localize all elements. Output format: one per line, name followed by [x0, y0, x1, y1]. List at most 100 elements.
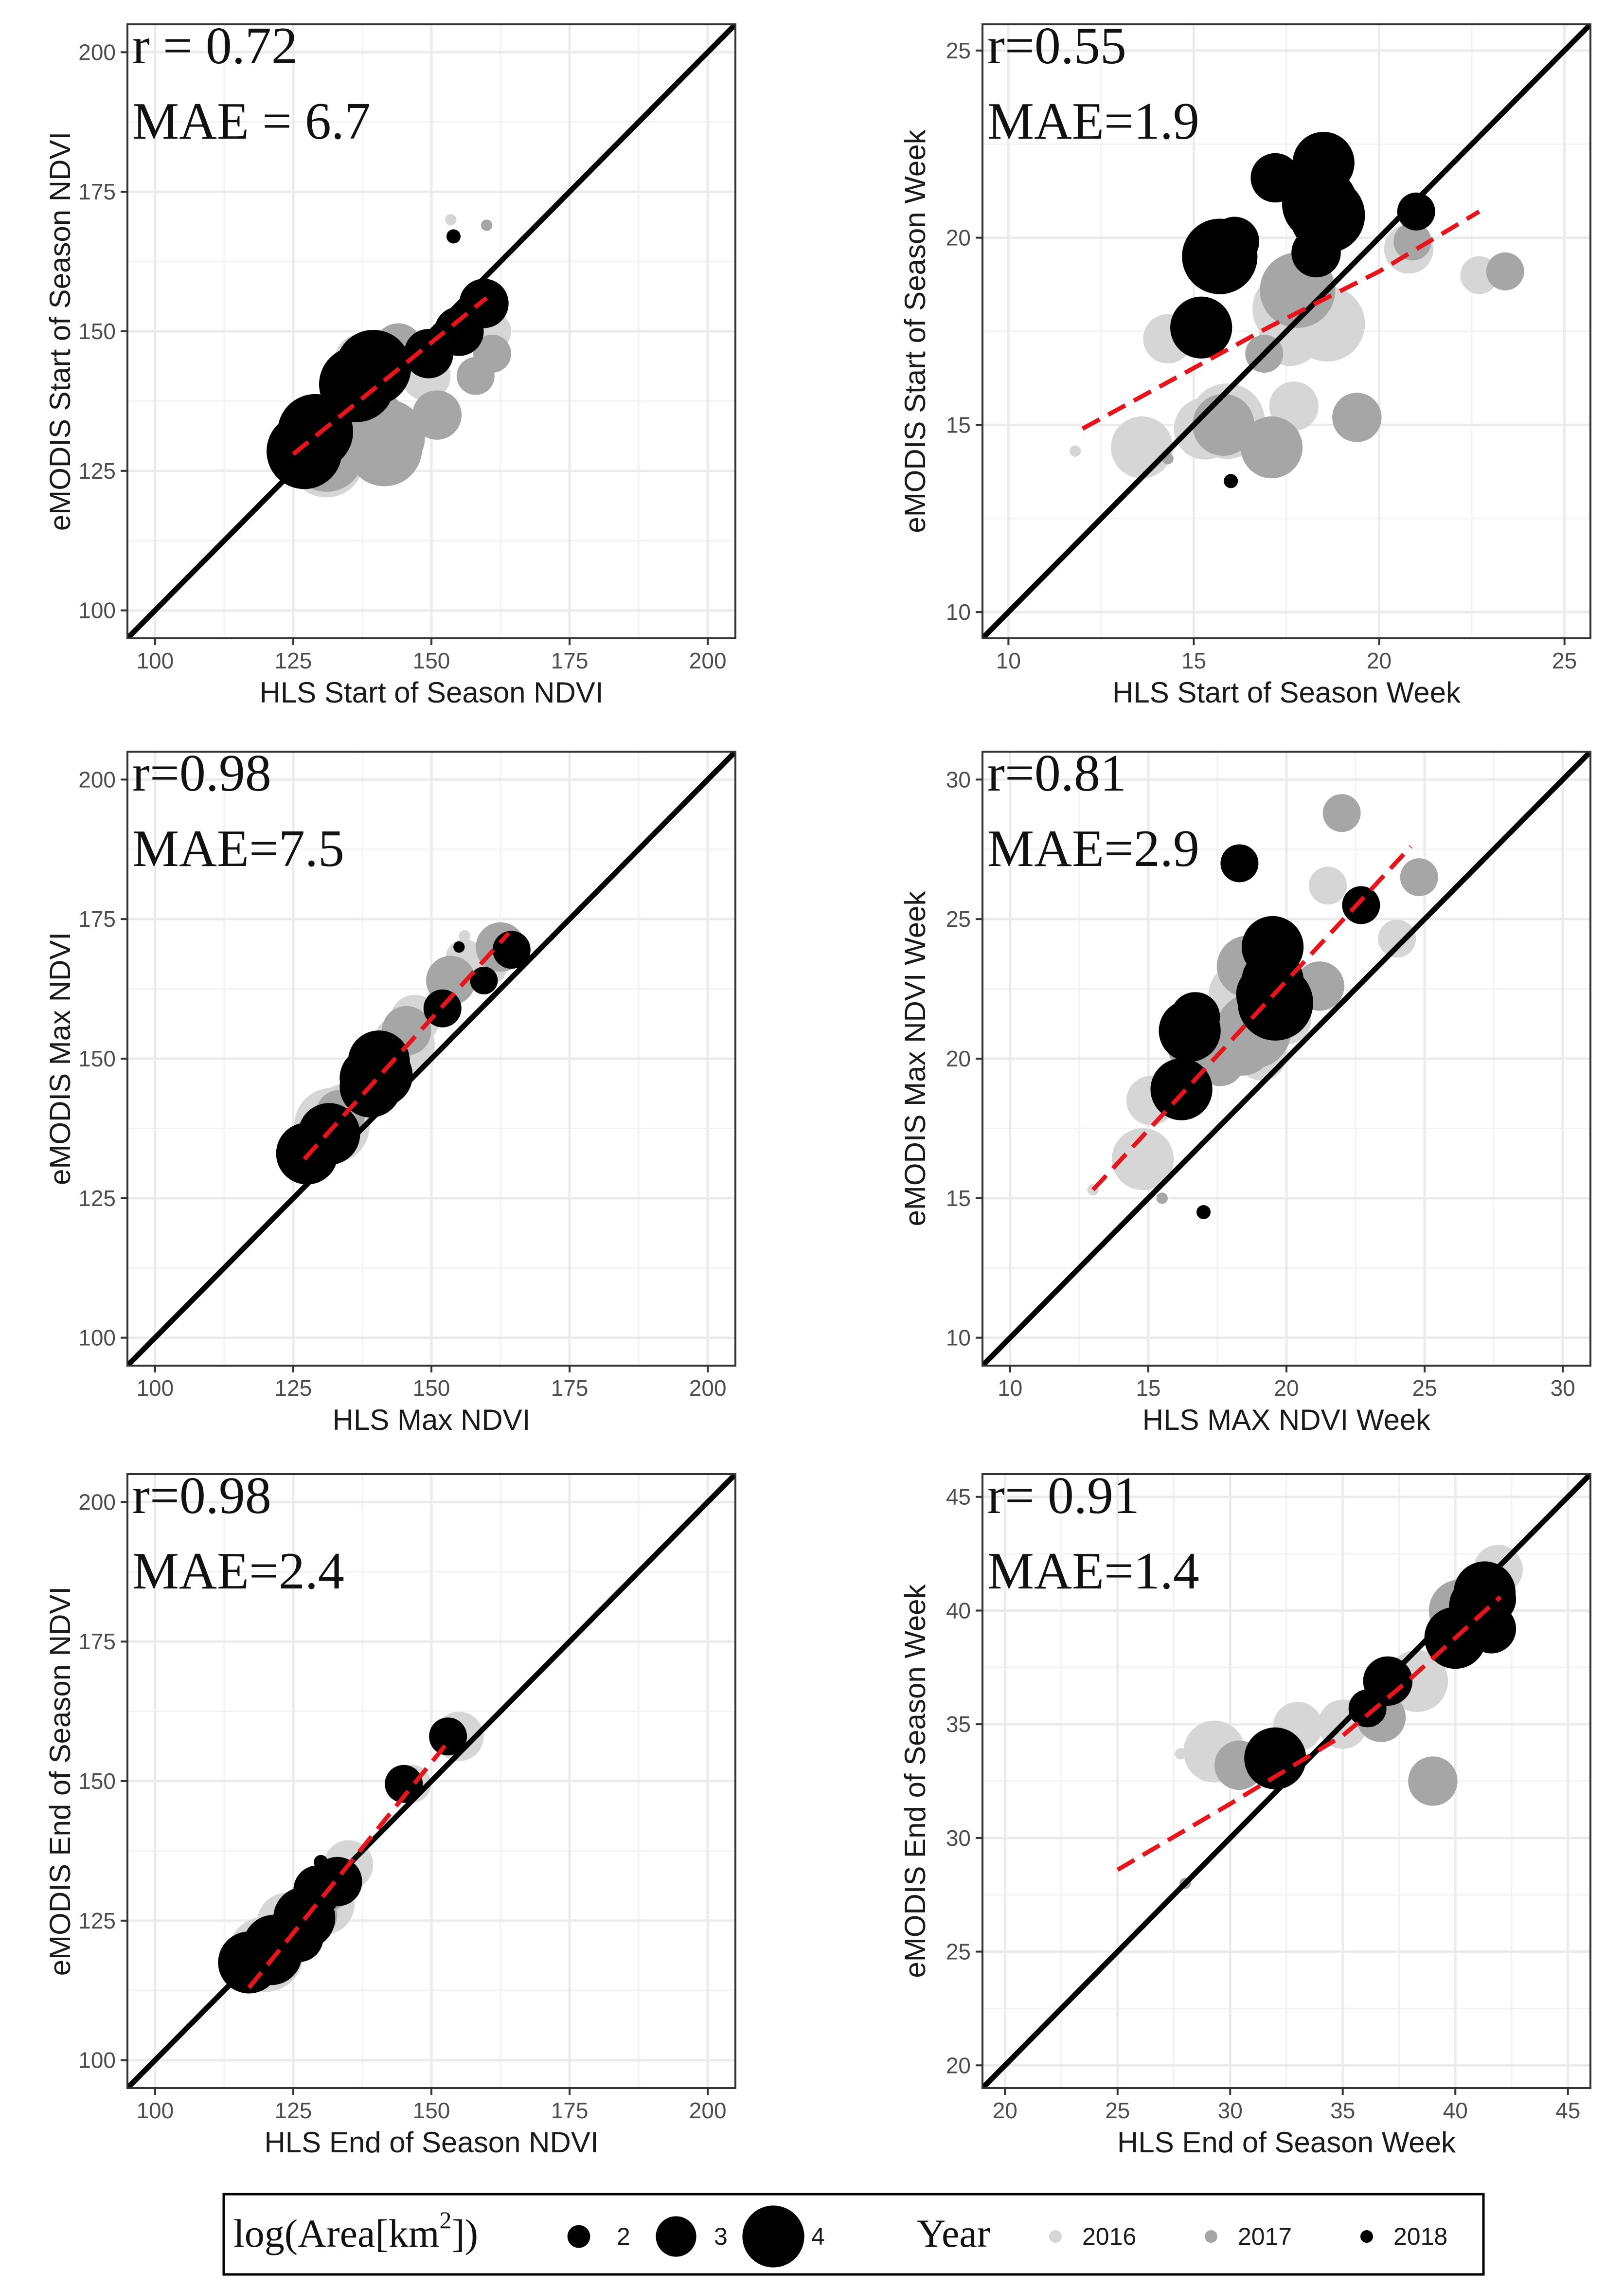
legend-size-label: 4: [811, 2223, 825, 2250]
data-point: [1332, 393, 1382, 442]
data-point: [1408, 1756, 1458, 1806]
scatter-panel-2: 10 15 20 25 10 15 20 25 HLS Start of Season Week…: [899, 17, 1591, 709]
data-point: [1159, 999, 1221, 1062]
stat-mae: MAE=2.4: [132, 1542, 344, 1600]
scatter-panel-6: 20 25 30 35 40 45 20 25 30 35 40 45 HLS End of Seaso…: [899, 1467, 1591, 2159]
data-point: [429, 1717, 467, 1756]
identity-line: [127, 24, 735, 638]
y-tick-label: 25: [946, 906, 971, 932]
x-tick-label: 100: [136, 648, 174, 673]
y-tick-label: 100: [78, 1325, 116, 1351]
legend-year-swatch: [1205, 2230, 1217, 2243]
x-tick-label: 100: [136, 1375, 174, 1401]
stat-r: r=0.55: [987, 17, 1126, 75]
x-tick-label: 150: [413, 1375, 450, 1401]
identity-line: [982, 1474, 1590, 2088]
y-tick-label: 200: [78, 767, 116, 792]
y-tick-label: 150: [78, 319, 116, 344]
x-tick-label: 150: [413, 648, 450, 673]
stat-mae: MAE=1.4: [987, 1542, 1199, 1600]
data-point: [1224, 474, 1238, 488]
legend-size-label: 3: [714, 2223, 728, 2250]
data-point: [1397, 192, 1435, 231]
x-tick-label: 200: [689, 1375, 727, 1401]
data-point: [1182, 218, 1258, 294]
legend-year-swatch: [1360, 2230, 1373, 2243]
legend-year-swatch: [1049, 2230, 1062, 2243]
data-point: [1237, 965, 1313, 1041]
data-point: [1111, 416, 1173, 479]
panel-border: [982, 1473, 1591, 2089]
y-tick-label: 30: [946, 767, 971, 792]
y-axis-title: eMODIS Start of Season NDVI: [44, 132, 76, 531]
data-point: [446, 229, 461, 244]
data-point: [1111, 1128, 1174, 1190]
x-tick-label: 20: [1367, 648, 1392, 673]
panel-border: [982, 23, 1591, 639]
data-point: [336, 329, 411, 406]
y-tick-label: 40: [946, 1598, 971, 1623]
x-axis-title: HLS Max NDVI: [333, 1404, 531, 1436]
x-tick-label: 15: [1181, 648, 1206, 673]
data-point: [314, 1855, 328, 1869]
data-point: [470, 966, 498, 994]
y-axis-title: eMODIS Max NDVI: [44, 932, 76, 1185]
x-tick-label: 25: [1552, 648, 1577, 673]
y-axis-title: eMODIS Start of Season Week: [899, 129, 931, 533]
data-point: [1400, 858, 1438, 897]
x-tick-label: 25: [1105, 2098, 1130, 2123]
y-tick-label: 200: [78, 39, 116, 65]
legend-size-label: 2: [617, 2223, 630, 2250]
stat-r: r=0.98: [132, 744, 271, 802]
data-point: [1378, 920, 1416, 958]
y-tick-label: 150: [78, 1768, 116, 1794]
legend-year-title: Year: [917, 2211, 990, 2255]
x-tick-label: 125: [275, 648, 312, 673]
y-tick-label: 20: [946, 1046, 971, 1071]
trend-line: [292, 296, 488, 456]
x-tick-label: 20: [993, 2098, 1017, 2123]
y-tick-label: 25: [946, 38, 971, 63]
identity-line: [127, 752, 735, 1366]
y-tick-label: 175: [78, 906, 116, 932]
identity-line: [982, 24, 1590, 638]
trend-line: [247, 1740, 450, 1989]
x-tick-label: 125: [275, 2098, 312, 2123]
legend-size-swatch: [656, 2216, 696, 2257]
legend: log(Area[km2]) 2 3 4 Year 2016 2017 2018: [222, 2193, 1485, 2276]
identity-line: [982, 752, 1590, 1366]
y-tick-label: 175: [78, 1629, 116, 1654]
data-point: [346, 411, 423, 487]
x-tick-label: 25: [1412, 1375, 1437, 1401]
data-point: [1069, 445, 1081, 457]
y-tick-label: 20: [946, 2053, 971, 2078]
x-axis-title: HLS End of Season Week: [1117, 2126, 1456, 2159]
x-tick-label: 40: [1443, 2098, 1468, 2123]
x-tick-label: 10: [996, 648, 1021, 673]
y-tick-label: 45: [946, 1484, 971, 1510]
data-point: [1393, 222, 1432, 261]
x-tick-label: 35: [1330, 2098, 1355, 2123]
y-tick-label: 10: [946, 599, 971, 625]
data-point: [1322, 794, 1361, 832]
x-tick-label: 15: [1136, 1375, 1160, 1401]
data-point: [459, 930, 470, 942]
data-point: [1156, 1192, 1168, 1204]
stat-mae: MAE=7.5: [132, 820, 344, 878]
x-tick-label: 175: [551, 2098, 589, 2123]
data-point: [1486, 252, 1524, 290]
trend-line: [1091, 845, 1413, 1191]
data-point: [1240, 416, 1303, 479]
trend-line: [1081, 209, 1481, 431]
stat-r: r=0.98: [132, 1467, 271, 1525]
scatter-panel-4: 10 15 20 25 30 10 15 20 25 30 HLS MAX NDVI Week eMO…: [899, 744, 1591, 1436]
legend-year-label: 2016: [1082, 2223, 1136, 2250]
x-tick-label: 200: [689, 648, 727, 673]
data-point: [1309, 866, 1347, 905]
data-point: [1244, 1727, 1306, 1789]
trend-line: [1116, 1595, 1502, 1872]
y-tick-label: 15: [946, 412, 971, 437]
x-axis-title: HLS End of Season NDVI: [264, 2126, 598, 2159]
y-tick-label: 125: [78, 1186, 116, 1211]
scatter-panel-5: 100 125 150 175 200 100 125 150 175 200 HLS End of…: [44, 1467, 736, 2159]
